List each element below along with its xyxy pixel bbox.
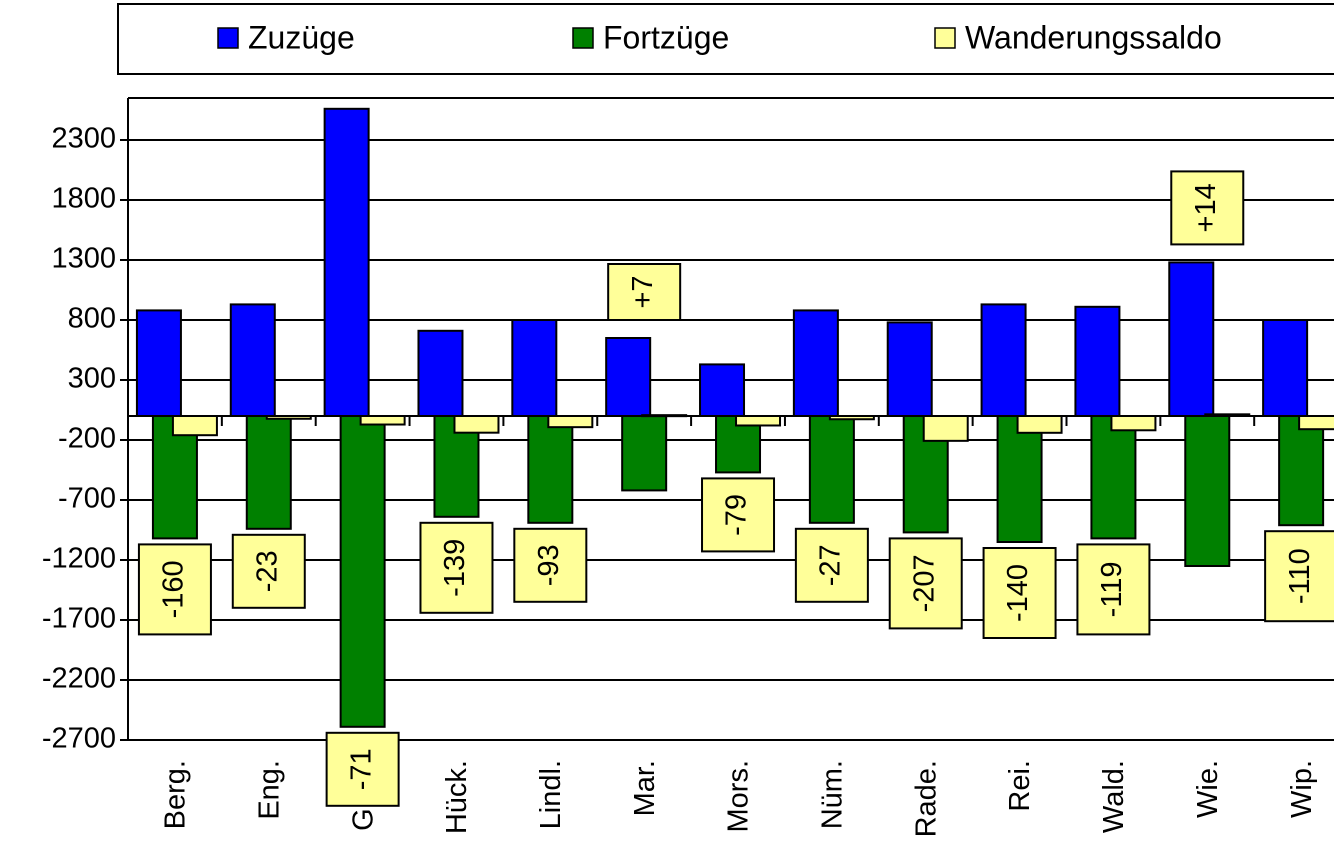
data-label: +7 bbox=[627, 275, 659, 308]
bar bbox=[1262, 319, 1309, 417]
bar bbox=[886, 321, 933, 417]
data-label: -119 bbox=[1096, 561, 1128, 617]
data-label: +14 bbox=[1190, 183, 1222, 232]
data-label-box bbox=[419, 521, 494, 614]
data-label-box bbox=[1076, 543, 1151, 636]
bar bbox=[980, 303, 1027, 417]
y-tick-label: 800 bbox=[68, 303, 116, 335]
data-label: -110 bbox=[1284, 548, 1316, 604]
y-tick-label: 300 bbox=[68, 363, 116, 395]
x-tick-label: Wald. bbox=[1098, 760, 1130, 833]
bar bbox=[323, 107, 370, 418]
bar bbox=[547, 415, 594, 429]
data-label-box bbox=[982, 547, 1057, 639]
bar bbox=[339, 415, 386, 728]
x-tick-label: Mar. bbox=[629, 760, 661, 816]
bar bbox=[1168, 261, 1215, 417]
x-tick-label: Wip. bbox=[1286, 760, 1318, 818]
bar bbox=[1110, 415, 1157, 432]
data-label: -23 bbox=[251, 550, 283, 592]
y-tick-label: -2200 bbox=[42, 663, 116, 695]
data-label-box bbox=[794, 527, 869, 603]
legend-swatch bbox=[217, 27, 239, 49]
bar bbox=[171, 415, 218, 437]
x-tick-label: Wie. bbox=[1192, 760, 1224, 818]
bar bbox=[527, 415, 574, 524]
y-tick-label: -1200 bbox=[42, 543, 116, 575]
bar bbox=[699, 363, 746, 417]
legend-label: Zuzüge bbox=[248, 19, 355, 55]
bar bbox=[135, 309, 182, 417]
bar bbox=[453, 415, 500, 434]
x-tick-label: Lindl. bbox=[535, 760, 567, 829]
bar bbox=[1090, 415, 1137, 540]
bar bbox=[1184, 415, 1231, 567]
bar bbox=[1016, 415, 1063, 434]
data-label-box bbox=[325, 731, 400, 807]
bar bbox=[996, 415, 1043, 543]
data-label-box bbox=[888, 537, 963, 630]
x-tick-label: Berg. bbox=[160, 760, 192, 829]
x-tick-label: Mors. bbox=[723, 760, 755, 833]
x-tick-label: Rade. bbox=[910, 760, 942, 837]
x-tick-label: Rei. bbox=[1004, 760, 1036, 812]
y-tick-label: 1300 bbox=[51, 243, 116, 275]
data-label-box bbox=[607, 263, 682, 321]
data-label-box bbox=[513, 527, 588, 603]
bar bbox=[151, 415, 198, 540]
bar bbox=[792, 309, 839, 417]
data-label: -207 bbox=[908, 554, 940, 612]
data-label: -93 bbox=[533, 544, 565, 586]
data-label-box bbox=[701, 477, 776, 553]
bar bbox=[1278, 415, 1325, 527]
data-label-box bbox=[1264, 530, 1334, 623]
bar bbox=[229, 303, 276, 417]
bar bbox=[605, 337, 652, 417]
bar bbox=[511, 319, 558, 417]
data-label: -139 bbox=[439, 539, 471, 597]
bar bbox=[621, 415, 668, 492]
data-label: -160 bbox=[158, 560, 190, 618]
y-tick-label: -700 bbox=[58, 483, 116, 515]
bar bbox=[1298, 415, 1334, 431]
x-tick-label: Nüm. bbox=[817, 760, 849, 829]
data-label-box bbox=[137, 543, 212, 636]
legend-swatch bbox=[572, 27, 594, 49]
bar bbox=[808, 415, 855, 524]
legend-label: Fortzüge bbox=[603, 19, 729, 55]
data-label: -140 bbox=[1002, 564, 1034, 622]
y-tick-label: 2300 bbox=[51, 123, 116, 155]
y-tick-label: 1800 bbox=[51, 183, 116, 215]
legend-label: Wanderungssaldo bbox=[965, 19, 1222, 55]
data-label: -79 bbox=[721, 494, 753, 536]
bar bbox=[245, 415, 292, 530]
bar bbox=[735, 415, 782, 427]
x-tick-label: Eng. bbox=[253, 760, 285, 820]
y-tick-label: -200 bbox=[58, 423, 116, 455]
legend-box bbox=[117, 3, 1334, 75]
data-label: -27 bbox=[815, 544, 847, 586]
data-label: -71 bbox=[345, 748, 377, 790]
bar bbox=[359, 415, 406, 426]
y-tick-label: -1700 bbox=[42, 603, 116, 635]
data-label-box bbox=[1170, 170, 1245, 246]
legend-swatch bbox=[934, 27, 956, 49]
bar bbox=[1074, 305, 1121, 417]
data-label-box bbox=[231, 533, 306, 609]
bar bbox=[417, 329, 464, 417]
y-tick-label: -2700 bbox=[42, 723, 116, 755]
bar bbox=[922, 415, 969, 442]
x-tick-label: Hück. bbox=[441, 760, 473, 834]
